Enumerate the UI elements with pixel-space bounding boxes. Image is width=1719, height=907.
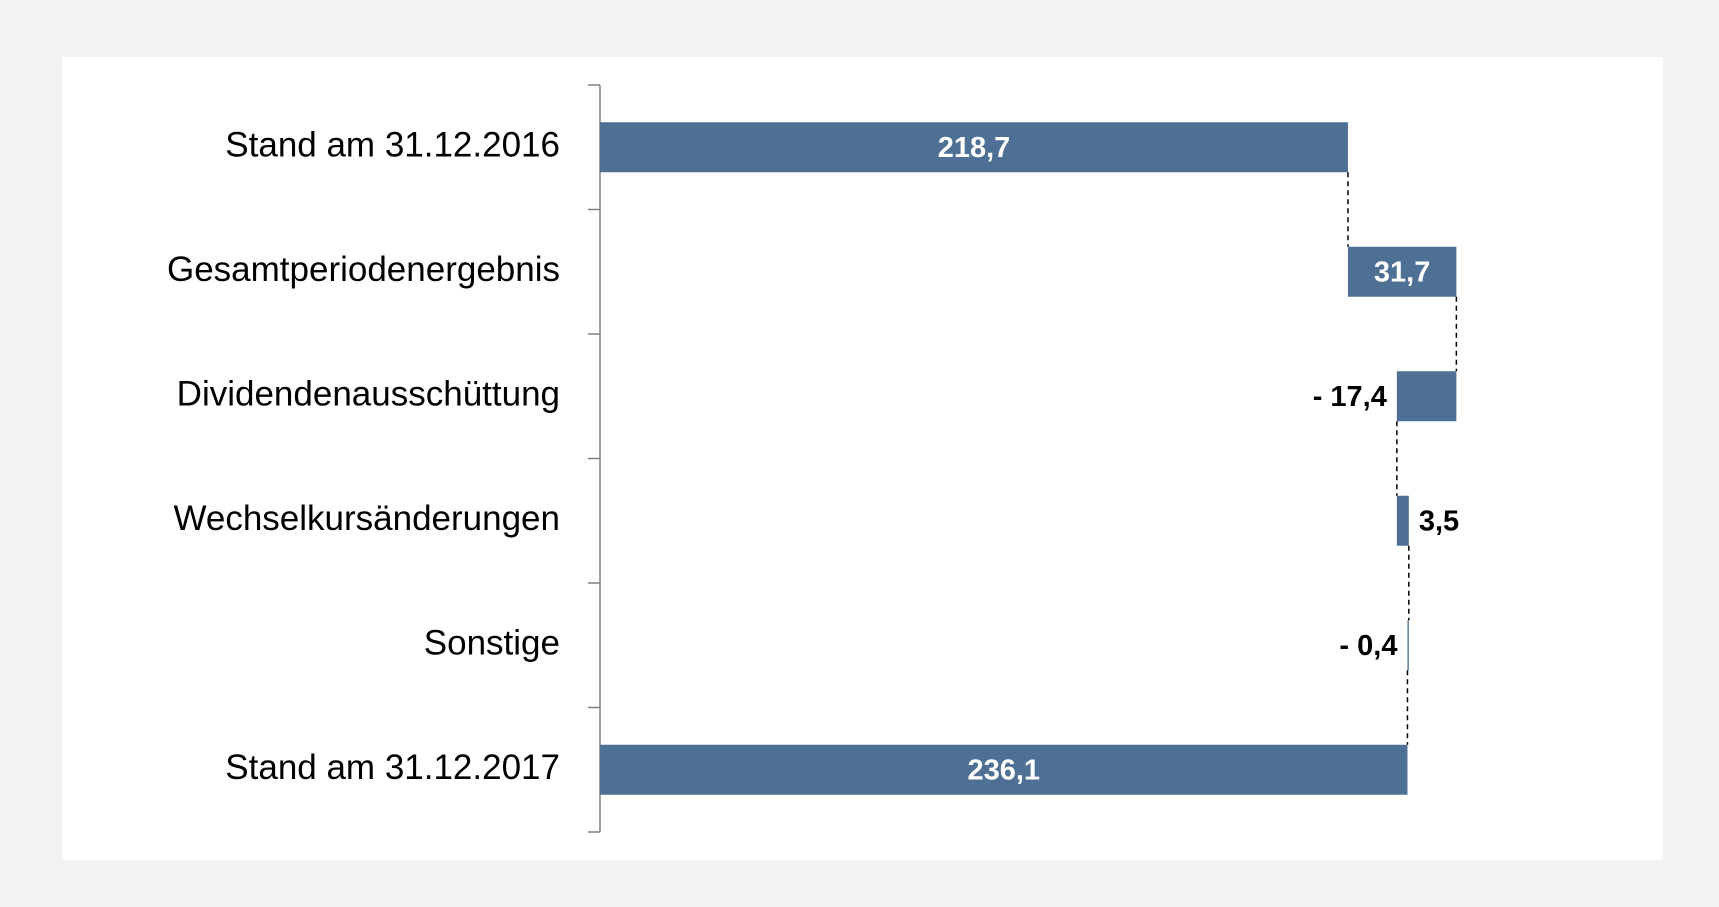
plot-panel xyxy=(62,57,1663,860)
category-label: Gesamtperiodenergebnis xyxy=(167,250,560,289)
bar xyxy=(600,122,1348,173)
bar xyxy=(1396,495,1409,546)
category-label: Stand am 31.12.2017 xyxy=(225,748,560,787)
bar xyxy=(600,744,1408,795)
bar xyxy=(1396,371,1457,422)
bar xyxy=(1407,620,1409,671)
value-label: 31,7 xyxy=(1374,256,1430,288)
value-label: - 17,4 xyxy=(1313,381,1387,413)
category-label: Sonstige xyxy=(424,624,560,663)
value-label: 218,7 xyxy=(938,132,1011,164)
category-label: Wechselkursänderungen xyxy=(173,499,560,538)
value-label: 3,5 xyxy=(1419,505,1459,537)
category-label: Dividendenausschüttung xyxy=(177,375,560,414)
bar xyxy=(1347,246,1457,297)
value-label: 236,1 xyxy=(967,754,1040,786)
value-label: - 0,4 xyxy=(1339,630,1397,662)
category-label: Stand am 31.12.2016 xyxy=(225,126,560,165)
